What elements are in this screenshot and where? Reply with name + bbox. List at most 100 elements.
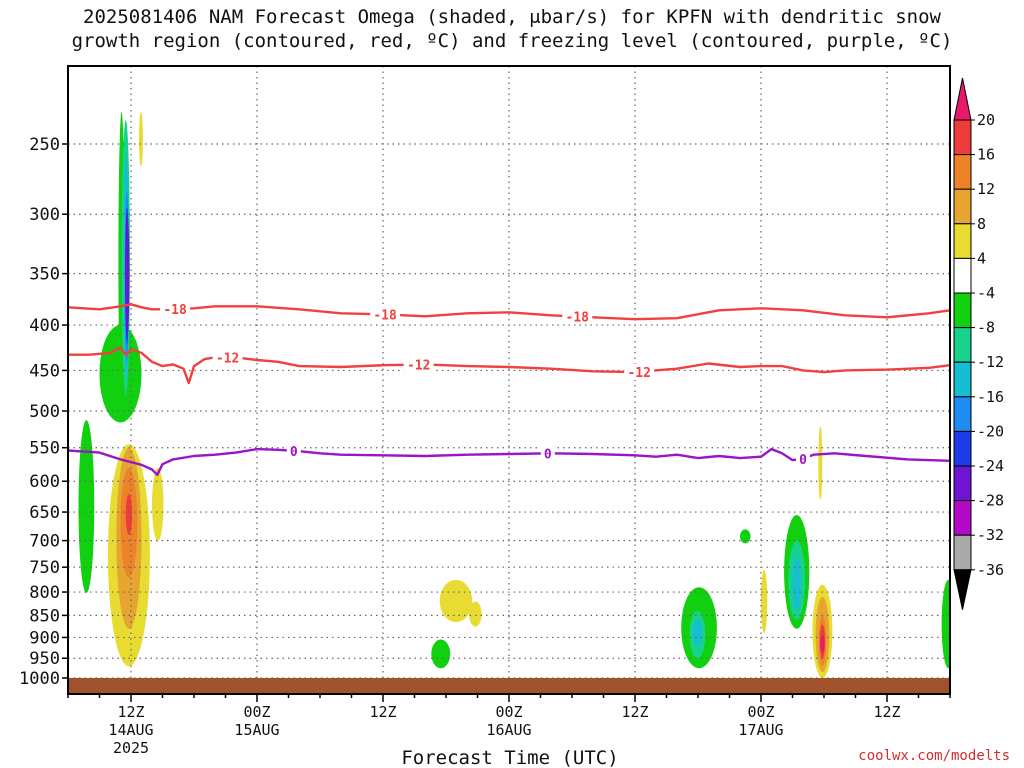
contour-label: -12 (627, 366, 650, 381)
colorbar-bin (953, 292, 972, 329)
colorbar-arrow-bottom (953, 569, 972, 610)
x-tick-label: 12Z (369, 703, 396, 721)
contour-label: -12 (407, 359, 430, 374)
contour-label-bg (796, 450, 810, 467)
contour-label-bg (370, 306, 401, 323)
contour-label-bg (212, 349, 243, 366)
contour-label-bg (160, 301, 191, 318)
y-tick-label: 350 (29, 265, 60, 285)
contour-line (68, 303, 950, 321)
ground-surface (68, 678, 950, 694)
x-tick-label: 00Z (747, 703, 774, 721)
contour-label: -18 (373, 308, 397, 323)
omega-region (741, 529, 750, 541)
omega-region (469, 601, 482, 627)
y-tick-label: 900 (29, 628, 60, 648)
x-tick-label: 12Z (873, 703, 900, 721)
contour-label: 0 (544, 447, 552, 462)
x-axis-title: Forecast Time (UTC) (401, 747, 618, 768)
colorbar-bin (953, 465, 972, 502)
colorbar-label: -16 (977, 388, 1004, 406)
x-tick-label: 12Z (621, 703, 648, 721)
colorbar-bin (953, 188, 972, 225)
omega-region (692, 619, 703, 646)
omega-region (152, 468, 164, 541)
contour-label-bg (540, 445, 555, 462)
colorbar-bin (953, 257, 972, 294)
colorbar-label: 16 (977, 146, 995, 164)
x-tick-date: 16AUG (486, 721, 531, 739)
y-tick-label: 300 (29, 205, 60, 225)
colorbar-label: 8 (977, 215, 986, 233)
y-axis: 2503003504004505005506006507007508008509… (19, 135, 68, 689)
omega-region (138, 111, 143, 167)
x-tick-date: 15AUG (234, 721, 279, 739)
y-tick-label: 750 (29, 558, 60, 578)
colorbar-label: -36 (977, 561, 1004, 579)
omega-region (941, 579, 950, 669)
contour-label-bg (286, 442, 301, 459)
colorbar-bin (953, 361, 972, 398)
omega-region (125, 214, 130, 335)
colorbar-bin (953, 534, 972, 571)
x-tick-label: 12Z (117, 703, 144, 721)
colorbar-bin (953, 327, 972, 363)
colorbar-label: -8 (977, 319, 995, 337)
colorbar-legend: 20 16 12 8 4 -4 -8 -12 -16 -20 -24 -28 -32 -36 (953, 77, 1004, 610)
site-credit[interactable]: coolwx.com/modelts (858, 748, 1010, 764)
colorbar-bin (953, 500, 972, 536)
colorbar-label: 4 (977, 249, 986, 267)
omega-region (792, 556, 801, 611)
colorbar-bin (953, 154, 972, 190)
omega-region (125, 493, 133, 536)
x-tick-year: 2025 (113, 739, 149, 757)
x-tick-label: 00Z (243, 703, 270, 721)
omega-shading (78, 111, 950, 678)
y-tick-label: 600 (29, 472, 60, 492)
temperature-contours: -18 -18 -18 -12 -12 -12 0 0 0 (68, 301, 950, 476)
colorbar-label: -28 (977, 492, 1004, 510)
contour-line (68, 447, 950, 476)
y-tick-label: 650 (29, 503, 60, 523)
y-tick-label: 250 (29, 135, 60, 155)
contour-label-bg (403, 356, 434, 373)
colorbar-bin (953, 430, 972, 467)
contour-label-bg (624, 363, 655, 380)
colorbar-bin (953, 223, 972, 259)
y-tick-label: 450 (29, 361, 60, 381)
y-tick-label: 850 (29, 606, 60, 626)
colorbar-label: 12 (977, 180, 995, 198)
y-tick-label: 1000 (19, 669, 60, 689)
omega-region (818, 426, 823, 501)
omega-region (439, 579, 473, 623)
y-tick-label: 550 (29, 439, 60, 459)
y-tick-label: 800 (29, 583, 60, 603)
colorbar-label: 20 (977, 111, 995, 129)
contour-label: 0 (290, 445, 298, 460)
contour-label: 0 (799, 453, 807, 468)
colorbar-label: -32 (977, 526, 1004, 544)
omega-region (761, 569, 768, 634)
contour-label: -18 (163, 303, 187, 318)
y-tick-label: 950 (29, 649, 60, 669)
colorbar-bin (953, 396, 972, 432)
x-tick-date: 17AUG (738, 721, 783, 739)
colorbar-label: -20 (977, 422, 1004, 440)
colorbar-label: -12 (977, 353, 1004, 371)
chart-title-line-2: growth region (contoured, red, ºC) and f… (71, 30, 953, 52)
contour-label: -12 (216, 351, 239, 366)
contour-line (68, 346, 950, 385)
omega-region (431, 639, 451, 669)
y-tick-label: 700 (29, 532, 60, 552)
x-tick-label: 00Z (495, 703, 522, 721)
colorbar-label: -4 (977, 284, 995, 302)
contour-label-bg (562, 308, 593, 325)
x-tick-date: 14AUG (108, 721, 153, 739)
omega-region (78, 420, 95, 594)
contour-label: -18 (566, 311, 590, 326)
surface-band (68, 678, 950, 694)
y-tick-label: 400 (29, 316, 60, 336)
colorbar-arrow-top (953, 77, 972, 121)
